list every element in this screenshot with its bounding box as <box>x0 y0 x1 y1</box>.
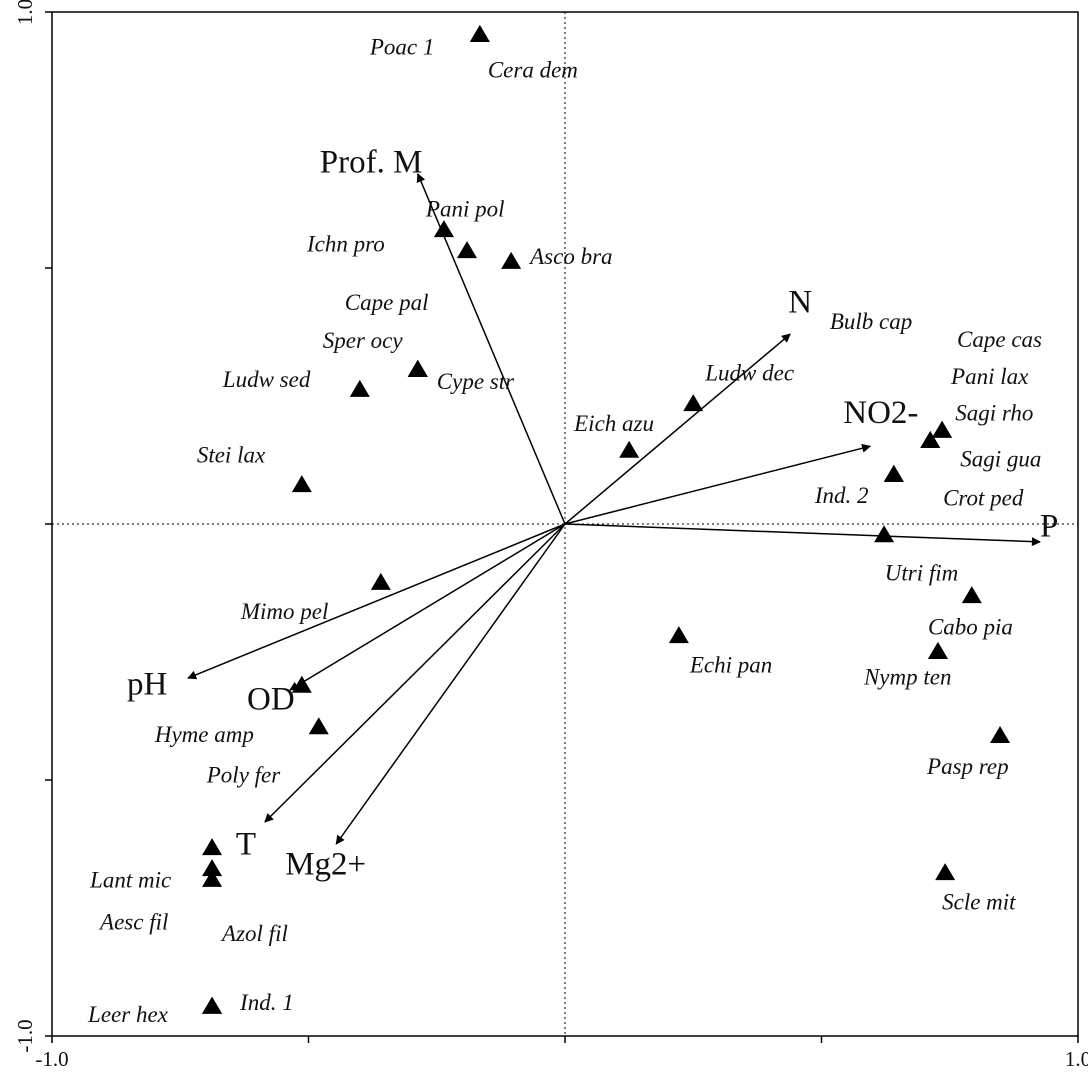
species-point <box>433 220 454 238</box>
species-point <box>469 25 490 43</box>
species-point <box>920 431 941 449</box>
species-label: Asco bra <box>528 244 612 269</box>
species-label: Cype str <box>437 369 515 394</box>
species-label: Sper ocy <box>323 328 404 353</box>
species-label: Ind. 1 <box>239 990 294 1015</box>
species-point <box>501 251 522 269</box>
species-label: Echi pan <box>689 652 772 677</box>
species-label: Crot ped <box>943 486 1024 511</box>
y-tick-label: -1.0 <box>13 1019 37 1052</box>
species-label: Poac 1 <box>369 34 435 59</box>
species-point <box>668 626 689 644</box>
species-label: Cape pal <box>345 290 429 315</box>
env-vector <box>335 523 566 845</box>
vector-label: Prof. M <box>320 144 423 180</box>
env-vector <box>289 523 566 691</box>
species-point <box>927 641 948 659</box>
env-vector <box>564 443 872 525</box>
vector-label: P <box>1040 508 1058 544</box>
env-vector <box>187 523 566 680</box>
species-point <box>202 838 223 856</box>
species-label: Utri fim <box>885 560 958 585</box>
species-point <box>990 725 1011 743</box>
species-point <box>291 475 312 493</box>
species-label: Aesc fil <box>98 909 168 934</box>
env-vector <box>564 333 791 525</box>
x-tick-label: -1.0 <box>35 1047 68 1071</box>
env-vector <box>416 172 566 525</box>
species-label: Ludw sed <box>222 367 311 392</box>
species-point <box>407 359 428 377</box>
env-vector <box>264 523 566 823</box>
species-label: Pani lax <box>950 364 1029 389</box>
species-label: Eich azu <box>573 411 654 436</box>
y-tick-label: 1.0 <box>13 0 37 25</box>
species-point <box>202 996 223 1014</box>
species-label: Azol fil <box>220 921 288 946</box>
species-point <box>457 241 478 259</box>
vector-label: Mg2+ <box>285 847 366 883</box>
species-label: Cape cas <box>957 327 1042 352</box>
species-label: Leer hex <box>87 1002 169 1027</box>
species-label: Bulb cap <box>830 309 912 334</box>
species-label: Nymp ten <box>863 664 952 689</box>
vector-label: pH <box>127 667 167 703</box>
species-label: Ichn pro <box>306 231 385 256</box>
species-label: Sagi rho <box>955 400 1033 425</box>
species-point <box>932 420 953 438</box>
species-point <box>874 525 895 543</box>
species-label: Mimo pel <box>240 599 329 624</box>
species-label: Ludw dec <box>704 360 794 385</box>
species-point <box>291 675 312 693</box>
species-label: Sagi gua <box>960 446 1041 471</box>
species-label: Scle mit <box>942 889 1016 914</box>
species-point <box>202 859 223 877</box>
vector-label: T <box>236 827 256 863</box>
species-point <box>883 464 904 482</box>
species-label: Ind. 2 <box>814 483 869 508</box>
vector-label: NO2- <box>843 395 918 431</box>
vector-label: N <box>788 285 812 321</box>
species-label: Cabo pia <box>928 614 1013 639</box>
species-label: Pasp rep <box>926 754 1009 779</box>
species-point <box>202 869 223 887</box>
species-point <box>349 379 370 397</box>
env-vector <box>564 523 1041 547</box>
species-label: Cera dem <box>488 57 578 82</box>
species-point <box>935 863 956 881</box>
species-label: Stei lax <box>197 442 266 467</box>
species-label: Hyme amp <box>154 722 254 747</box>
species-point <box>308 717 329 735</box>
species-point <box>370 572 391 590</box>
species-label: Pani pol <box>425 196 505 221</box>
vector-label: OD <box>247 681 295 717</box>
species-point <box>619 440 640 458</box>
species-point <box>683 394 704 412</box>
species-label: Lant mic <box>89 867 171 892</box>
species-point <box>961 586 982 604</box>
species-label: Poly fer <box>206 763 281 788</box>
x-tick-label: 1.0 <box>1065 1047 1088 1071</box>
